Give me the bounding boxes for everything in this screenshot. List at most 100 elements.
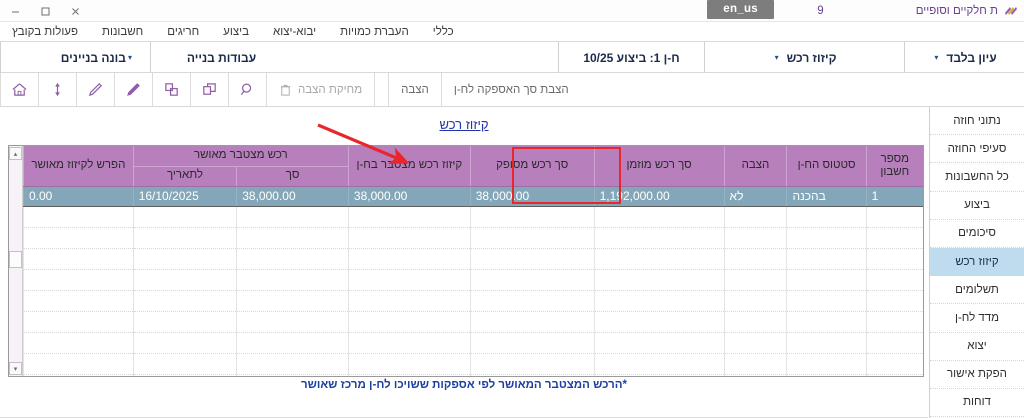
sidebar-item-contract-data[interactable]: נתוני חוזה	[930, 107, 1024, 136]
cell-empty	[132, 227, 237, 249]
cell-empty	[236, 332, 349, 354]
sidebar-item-reports[interactable]: דוחות	[930, 389, 1024, 418]
table-row[interactable]	[23, 269, 923, 291]
cell-empty	[469, 311, 595, 333]
menu-item-exceptions[interactable]: חריגים	[167, 25, 200, 38]
sidebar-item-export[interactable]: יצוא	[930, 333, 1024, 361]
scrollbar-thumb[interactable]	[9, 250, 22, 268]
pencil-edit-icon[interactable]	[114, 73, 152, 106]
context-mode[interactable]: עיון בלבד ▾	[904, 42, 1024, 73]
trash-icon	[279, 83, 292, 97]
main-panel: קיזוז רכש מספר חשבון סטטוס הח-ן הצבה	[0, 107, 928, 418]
cell-empty	[865, 206, 923, 228]
window-title: ת חלקיים וסופיים	[915, 4, 998, 17]
maximize-icon[interactable]	[30, 0, 60, 22]
table-row[interactable]	[23, 206, 923, 228]
cell-empty	[469, 332, 595, 354]
cell-empty	[723, 269, 787, 291]
purchase-offset-grid: מספר חשבון סטטוס הח-ן הצבה סך רכש מוזמן …	[8, 145, 924, 377]
context-bar: ▾ בונה בניינים עבודות בנייה ח-ן 1: ביצוע…	[0, 41, 1024, 73]
cell-supplied-total: 38,000.00	[469, 186, 595, 207]
sidebar-item-summaries[interactable]: סיכומים	[930, 220, 1024, 248]
cell-empty	[132, 290, 237, 312]
delete-placement-button[interactable]: מחיקת הצבה	[266, 73, 374, 106]
cell-empty	[23, 227, 134, 249]
cell-empty	[865, 374, 923, 376]
context-owner-selector[interactable]: ▾ בונה בניינים	[0, 42, 150, 73]
set-supply-total-button[interactable]: הצבת סך האספקה לח-ן	[440, 73, 581, 106]
sidebar-item-all-accounts[interactable]: כל החשבונות	[930, 163, 1024, 192]
cell-empty	[723, 248, 787, 270]
col-account-no[interactable]: מספר חשבון	[865, 146, 923, 187]
context-screen[interactable]: קיזוז רכש ▾	[704, 42, 904, 73]
pin-icon[interactable]	[38, 73, 76, 106]
cell-empty	[593, 353, 725, 375]
sidebar-item-execution[interactable]: ביצוע	[930, 192, 1024, 220]
col-ordered-total[interactable]: סך רכש מוזמן	[593, 146, 725, 187]
table-row[interactable]: 1 בהכנה לא 1,192,000.00 38,000.00 38,000…	[23, 186, 923, 207]
menu-item-transfer-quantities[interactable]: העברת כמויות	[340, 25, 409, 38]
table-row[interactable]	[23, 290, 923, 312]
cell-empty	[593, 332, 725, 354]
menu-item-accounts[interactable]: חשבונות	[102, 25, 144, 38]
menu-item-general[interactable]: כללי	[432, 25, 454, 38]
table-row[interactable]	[23, 311, 923, 333]
cell-empty	[23, 353, 134, 375]
sidebar-item-payments[interactable]: תשלומים	[930, 276, 1024, 305]
sidebar: נתוני חוזה סעיפי החוזה כל החשבונות ביצוע…	[929, 107, 1024, 418]
placement-button[interactable]: הצבה	[388, 73, 441, 106]
col-approved-date[interactable]: לתאריך	[132, 166, 237, 187]
menu-item-execution[interactable]: ביצוע	[223, 25, 249, 38]
cell-empty	[593, 269, 725, 291]
duplicate-icon[interactable]	[190, 73, 228, 106]
page-title: קיזוז רכש	[439, 117, 489, 132]
sidebar-item-index[interactable]: מדד לח-ן	[930, 304, 1024, 333]
copy-icon[interactable]	[152, 73, 190, 106]
col-placement[interactable]: הצבה	[723, 146, 787, 187]
table-row[interactable]	[23, 374, 923, 376]
delete-placement-label: מחיקת הצבה	[298, 83, 363, 96]
cell-placement: לא	[723, 186, 787, 207]
table-row[interactable]	[23, 353, 923, 375]
cell-empty	[347, 206, 471, 228]
scroll-down-icon[interactable]: ▾	[9, 362, 22, 375]
table-row[interactable]	[23, 248, 923, 270]
menu-item-file-actions[interactable]: פעולות בקובץ	[12, 25, 79, 38]
grid-table: מספר חשבון סטטוס הח-ן הצבה סך רכש מוזמן …	[23, 146, 923, 376]
col-account-status[interactable]: סטטוס הח-ן	[786, 146, 867, 187]
cell-empty	[723, 311, 787, 333]
cell-empty	[786, 353, 867, 375]
col-approved-sum[interactable]: סך	[236, 166, 349, 187]
set-supply-total-label: הצבת סך האספקה לח-ן	[453, 83, 569, 96]
scrollbar-track[interactable]	[9, 160, 22, 362]
context-screen-label: קיזוז רכש	[786, 50, 837, 65]
col-offset-diff[interactable]: הפרש לקיזוז מאושר	[23, 146, 134, 187]
home-icon[interactable]	[0, 73, 38, 106]
cell-empty	[347, 227, 471, 249]
toolbar-gap	[374, 73, 388, 106]
close-icon[interactable]	[60, 0, 90, 22]
cell-empty	[865, 353, 923, 375]
search-icon[interactable]	[228, 73, 266, 106]
sidebar-item-contract-clauses[interactable]: סעיפי החוזה	[930, 135, 1024, 164]
cell-empty	[723, 227, 787, 249]
cell-empty	[132, 332, 237, 354]
context-account[interactable]: ח-ן 1: ביצוע 10/25	[558, 42, 704, 73]
minimize-icon[interactable]	[0, 0, 30, 22]
table-row[interactable]	[23, 227, 923, 249]
col-supplied-total[interactable]: סך רכש מסופק	[469, 146, 595, 187]
context-project[interactable]: עבודות בנייה	[150, 42, 292, 73]
cell-empty	[23, 290, 134, 312]
table-row[interactable]	[23, 332, 923, 354]
cell-approved-date: 16/10/2025	[132, 186, 237, 207]
pencil-icon[interactable]	[76, 73, 114, 106]
cell-empty	[347, 248, 471, 270]
sidebar-item-purchase-offset[interactable]: קיזוז רכש	[930, 247, 1024, 277]
menu-item-import-export[interactable]: יבוא-יצוא	[272, 25, 317, 38]
grid-header-row-top: מספר חשבון סטטוס הח-ן הצבה סך רכש מוזמן …	[23, 146, 923, 187]
col-offset-cumulative[interactable]: קיזוז רכש מצטבר בח-ן	[347, 146, 471, 187]
sidebar-item-issue-approval[interactable]: הפקת אישור	[930, 361, 1024, 389]
cell-empty	[786, 290, 867, 312]
grid-vertical-scrollbar[interactable]: ▴ ▾	[9, 146, 23, 376]
scroll-up-icon[interactable]: ▴	[9, 147, 22, 160]
